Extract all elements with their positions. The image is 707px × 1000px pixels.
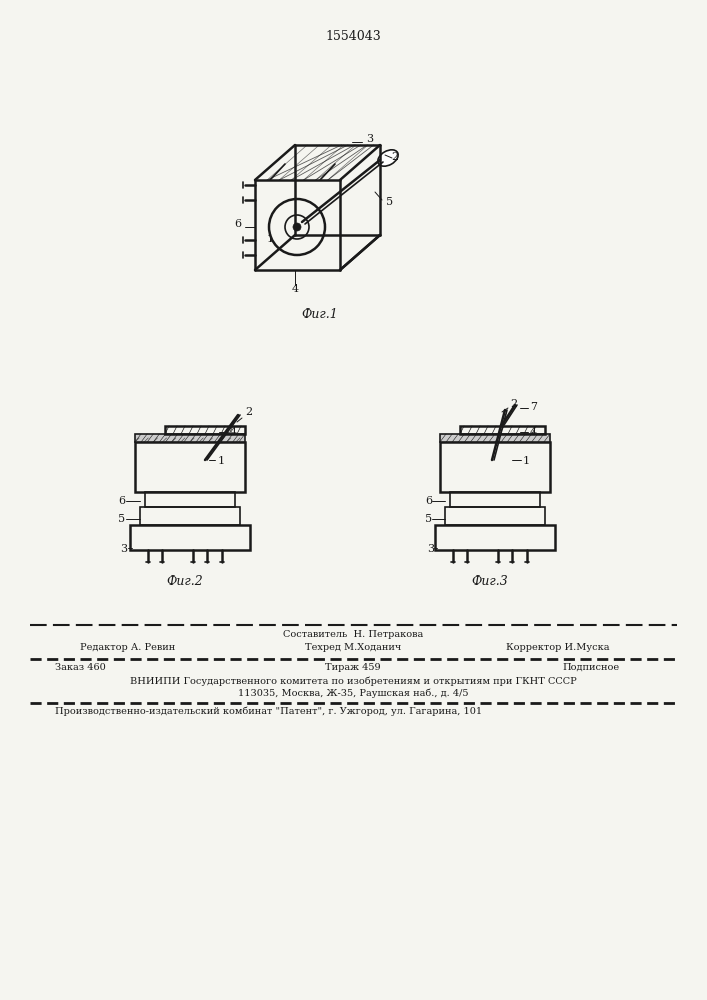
Text: ВНИИПИ Государственного комитета по изобретениям и открытиям при ГКНТ СССР: ВНИИПИ Государственного комитета по изоб… xyxy=(129,677,576,686)
Text: 4: 4 xyxy=(291,284,298,294)
Text: 3: 3 xyxy=(366,134,373,144)
Text: 6: 6 xyxy=(425,496,432,506)
Text: 1: 1 xyxy=(267,234,274,244)
Text: Техред М.Ходанич: Техред М.Ходанич xyxy=(305,643,401,652)
Text: 1: 1 xyxy=(523,456,530,466)
Text: 3: 3 xyxy=(427,544,434,554)
Text: Редактор А. Ревин: Редактор А. Ревин xyxy=(80,643,175,652)
Bar xyxy=(435,525,555,550)
Bar xyxy=(135,434,245,442)
Text: 2: 2 xyxy=(392,152,399,162)
Bar xyxy=(440,442,550,492)
Ellipse shape xyxy=(378,150,398,166)
Text: 7: 7 xyxy=(530,402,537,412)
Bar xyxy=(145,492,235,507)
Bar xyxy=(135,442,245,492)
Bar xyxy=(440,434,550,442)
Text: 2: 2 xyxy=(245,407,252,417)
Text: Фиг.3: Фиг.3 xyxy=(472,575,508,588)
Text: 2: 2 xyxy=(510,399,517,409)
Text: 5: 5 xyxy=(118,514,125,524)
Text: Заказ 460: Заказ 460 xyxy=(55,663,106,672)
Text: Корректор И.Муска: Корректор И.Муска xyxy=(506,643,610,652)
Bar xyxy=(450,492,540,507)
Text: Подписное: Подписное xyxy=(563,663,620,672)
Text: Составитель  Н. Петракова: Составитель Н. Петракова xyxy=(283,630,423,639)
Text: Фиг.1: Фиг.1 xyxy=(302,308,339,321)
Text: Фиг.2: Фиг.2 xyxy=(167,575,204,588)
Bar xyxy=(445,507,545,525)
Bar xyxy=(460,426,545,434)
Text: Производственно-издательский комбинат "Патент", г. Ужгород, ул. Гагарина, 101: Производственно-издательский комбинат "П… xyxy=(55,707,482,716)
Text: 4: 4 xyxy=(230,427,237,437)
Text: 6: 6 xyxy=(118,496,125,506)
Bar xyxy=(165,426,245,434)
Text: 3: 3 xyxy=(120,544,127,554)
Text: 5: 5 xyxy=(387,197,394,207)
Text: 113035, Москва, Ж-35, Раушская наб., д. 4/5: 113035, Москва, Ж-35, Раушская наб., д. … xyxy=(238,689,468,698)
Text: 4: 4 xyxy=(530,427,537,437)
Circle shape xyxy=(293,223,301,231)
Bar xyxy=(140,507,240,525)
Text: 6: 6 xyxy=(235,219,242,229)
Bar xyxy=(130,525,250,550)
Text: Тираж 459: Тираж 459 xyxy=(325,663,381,672)
Text: 1554043: 1554043 xyxy=(325,30,381,43)
Text: 5: 5 xyxy=(425,514,432,524)
Text: 1: 1 xyxy=(218,456,225,466)
